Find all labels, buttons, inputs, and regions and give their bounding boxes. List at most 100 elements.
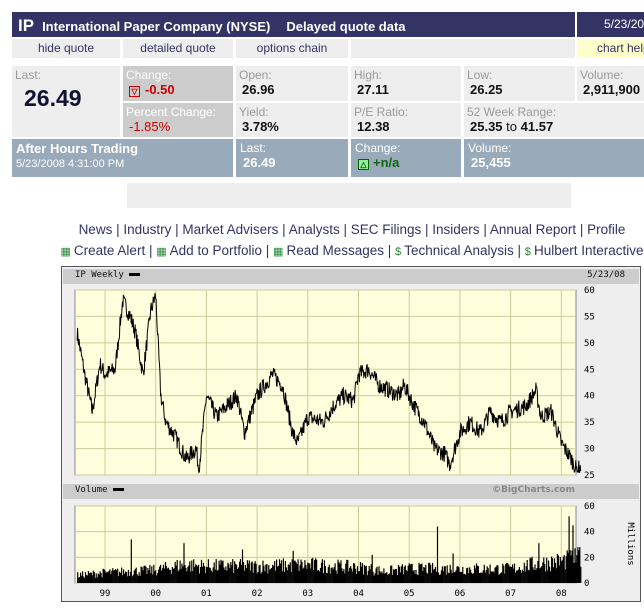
volume-bar [565, 556, 567, 583]
nav-link-news[interactable]: News [78, 222, 113, 237]
volume-bar [577, 547, 579, 583]
volume-bar [250, 562, 252, 583]
volume-bar [230, 562, 232, 583]
nav-link-profile[interactable]: Profile [587, 222, 626, 237]
volume-bar [243, 570, 245, 583]
volume-bar [346, 559, 348, 583]
volume-bar [567, 552, 569, 583]
volume-bar [437, 572, 440, 583]
volume-bar [142, 570, 144, 583]
volume-bar [301, 561, 303, 583]
volume-bar [412, 571, 414, 583]
volume-bar [288, 564, 290, 583]
volume-bar [121, 567, 123, 583]
x-tick-label: 07 [505, 589, 516, 599]
volume-bar [194, 567, 196, 583]
volume-bar [461, 572, 463, 583]
volume-bar [206, 567, 208, 583]
volume-bar [163, 568, 166, 583]
nav-link-insiders[interactable]: Insiders [432, 222, 480, 237]
x-tick-label: 01 [201, 589, 212, 599]
volume-bar [374, 573, 376, 583]
volume-bar [255, 563, 257, 583]
volume-bar [332, 569, 334, 583]
volume-bar [281, 571, 284, 583]
volume-bar [555, 568, 557, 583]
percent-change-cell: Percent Change: -1.85% [123, 103, 233, 137]
volume-bar [347, 559, 349, 583]
volume-tick-label: 20 [584, 553, 595, 563]
volume-bar [86, 575, 89, 583]
volume-bar [470, 569, 472, 583]
volume-bar [557, 555, 559, 583]
tool-link-add-to-portfolio[interactable]: Add to Portfolio [169, 243, 262, 258]
volume-bar [414, 573, 416, 583]
volume-bar [360, 566, 362, 583]
nav-link-annual-report[interactable]: Annual Report [489, 222, 577, 237]
volume-bar [413, 570, 415, 583]
volume-bar [237, 569, 239, 583]
label: Yield: [239, 105, 269, 119]
volume-bar [189, 561, 191, 583]
volume-bar [94, 577, 96, 583]
volume-bar [488, 574, 490, 583]
volume-bar [351, 568, 353, 583]
x-tick-label: 99 [100, 589, 111, 599]
volume-bar [376, 566, 378, 583]
volume-bar [480, 572, 482, 583]
volume-bar [388, 574, 390, 583]
price-tick-label: 45 [584, 365, 595, 375]
volume-bar [160, 564, 162, 583]
volume-bar [487, 568, 489, 583]
detailed-quote-link[interactable]: detailed quote [123, 39, 233, 58]
volume-bar [249, 570, 251, 583]
volume-bar [229, 568, 231, 583]
volume-bar [186, 571, 188, 583]
volume-bar [201, 566, 204, 583]
chart-help-link[interactable]: chart help [577, 39, 644, 58]
volume-bar [176, 560, 178, 583]
volume-bar [512, 568, 515, 583]
volume-bar [383, 568, 385, 583]
tool-link-technical-analysis[interactable]: Technical Analysis [404, 243, 514, 258]
volume-bar [490, 571, 492, 583]
tool-link-hulbert-interactive[interactable]: Hulbert Interactive [533, 243, 644, 258]
volume-bar [568, 516, 570, 583]
volume-bar [99, 571, 101, 583]
volume-bar [122, 569, 125, 583]
volume-bar [508, 564, 510, 583]
volume-bar [180, 568, 182, 583]
volume-bar [462, 566, 464, 583]
hide-quote-link[interactable]: hide quote [12, 39, 120, 58]
volume-bar [158, 569, 160, 583]
nav-link-industry[interactable]: Industry [123, 222, 172, 237]
volume-bar [81, 575, 83, 583]
tool-link-read-messages[interactable]: Read Messages [286, 243, 385, 258]
dollar-icon: $ [524, 246, 534, 258]
volume-bar [211, 572, 213, 583]
volume-bar [204, 573, 206, 583]
nav-link-sec-filings[interactable]: SEC Filings [350, 222, 422, 237]
volume-bar [251, 561, 253, 583]
volume-bar [481, 572, 483, 583]
volume-bar [477, 566, 479, 583]
volume-bar [83, 576, 85, 583]
volume-bar [170, 573, 172, 583]
options-chain-link[interactable]: options chain [236, 39, 348, 58]
nav-link-market-advisers[interactable]: Market Advisers [182, 222, 279, 237]
volume-bar [320, 562, 323, 583]
volume-bar [172, 568, 174, 583]
volume-bar [115, 569, 117, 583]
volume-bar [139, 575, 141, 583]
volume-axis-label: Millions [625, 522, 635, 565]
tool-link-create-alert[interactable]: Create Alert [73, 243, 146, 258]
volume-bar [403, 566, 405, 583]
volume-bar [369, 569, 371, 583]
high-cell: High: 27.11 [351, 66, 461, 101]
volume-bar [513, 563, 516, 583]
volume-bar [468, 573, 470, 583]
label: Volume: [580, 68, 624, 82]
volume-bar [106, 571, 108, 583]
volume-bar [245, 568, 247, 583]
nav-link-analysts[interactable]: Analysts [288, 222, 340, 237]
